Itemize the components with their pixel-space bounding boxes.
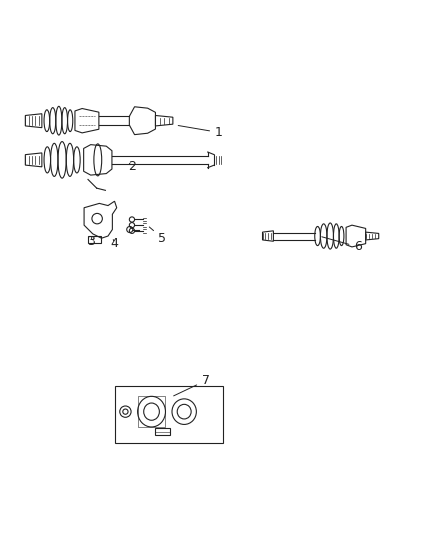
- Text: 3: 3: [87, 235, 95, 248]
- Text: 5: 5: [149, 227, 166, 245]
- Text: 2: 2: [128, 160, 136, 173]
- Text: 1: 1: [178, 125, 223, 139]
- Text: 7: 7: [173, 374, 210, 396]
- Text: 6: 6: [322, 237, 362, 253]
- Text: 4: 4: [111, 237, 119, 250]
- Bar: [115, 386, 223, 443]
- Bar: [155, 429, 170, 435]
- Bar: [138, 397, 166, 427]
